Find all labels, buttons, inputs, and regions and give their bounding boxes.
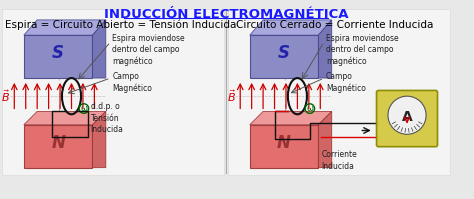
Polygon shape bbox=[319, 20, 332, 78]
Polygon shape bbox=[250, 20, 332, 35]
FancyBboxPatch shape bbox=[2, 9, 224, 175]
Text: $\vec{B}$: $\vec{B}$ bbox=[1, 88, 10, 104]
Text: N: N bbox=[51, 134, 65, 152]
Text: Corriente
Inducida: Corriente Inducida bbox=[321, 150, 357, 171]
Polygon shape bbox=[92, 111, 106, 168]
Polygon shape bbox=[24, 20, 106, 35]
Polygon shape bbox=[24, 111, 106, 125]
Text: Campo
Magnético: Campo Magnético bbox=[326, 72, 366, 93]
FancyBboxPatch shape bbox=[250, 35, 319, 78]
Text: ω: ω bbox=[306, 104, 313, 113]
FancyBboxPatch shape bbox=[228, 9, 450, 175]
Text: S: S bbox=[52, 44, 64, 62]
Text: Espira moviendose
dentro del campo
magnético: Espira moviendose dentro del campo magné… bbox=[326, 34, 399, 66]
FancyBboxPatch shape bbox=[376, 90, 438, 147]
Text: Campo
Magnético: Campo Magnético bbox=[112, 72, 152, 93]
Polygon shape bbox=[250, 111, 332, 125]
Text: S: S bbox=[278, 44, 290, 62]
Text: N: N bbox=[277, 134, 291, 152]
Polygon shape bbox=[92, 20, 106, 78]
FancyBboxPatch shape bbox=[24, 35, 92, 78]
Text: $\vec{B}$: $\vec{B}$ bbox=[227, 88, 236, 104]
Circle shape bbox=[388, 96, 426, 134]
Text: ω: ω bbox=[81, 104, 87, 113]
Text: d.d.p. o
Tensión
Inducida: d.d.p. o Tensión Inducida bbox=[91, 102, 123, 134]
Text: Espira moviendose
dentro del campo
magnético: Espira moviendose dentro del campo magné… bbox=[112, 34, 185, 66]
Text: Espira = Circuito Abierto = Tensión Inducida: Espira = Circuito Abierto = Tensión Indu… bbox=[5, 20, 236, 30]
Text: Circuito Cerrado = Corriente Inducida: Circuito Cerrado = Corriente Inducida bbox=[237, 20, 434, 30]
Text: INDUCCIÓN ELECTROMAGNÉTICA: INDUCCIÓN ELECTROMAGNÉTICA bbox=[104, 8, 348, 20]
Polygon shape bbox=[319, 111, 332, 168]
FancyBboxPatch shape bbox=[250, 125, 319, 168]
FancyBboxPatch shape bbox=[24, 125, 92, 168]
Text: A: A bbox=[401, 110, 412, 124]
